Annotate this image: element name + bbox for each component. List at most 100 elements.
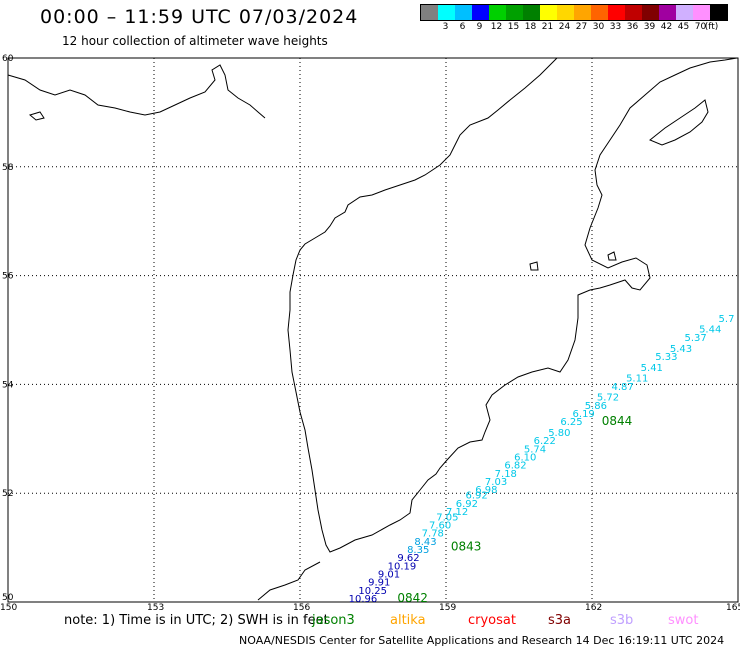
wave-height-value: 5.86 bbox=[585, 401, 607, 412]
wave-height-value: 10.25 bbox=[358, 586, 387, 597]
wave-height-value: 5.7 bbox=[719, 314, 735, 325]
wave-height-value: 7.78 bbox=[422, 529, 444, 540]
pass-time-label: 0844 bbox=[602, 414, 633, 428]
lat-tick-label: 60 bbox=[2, 54, 14, 64]
wave-height-value: 9.91 bbox=[368, 578, 390, 589]
wave-height-value: 5.11 bbox=[626, 374, 648, 385]
footer-credit: NOAA/NESDIS Center for Satellite Applica… bbox=[239, 634, 725, 647]
small-island bbox=[607, 251, 617, 261]
wave-height-value: 7.05 bbox=[436, 512, 458, 523]
wave-height-value: 6.92 bbox=[456, 499, 478, 510]
wave-height-value: 5.43 bbox=[670, 344, 692, 355]
wave-height-value: 5.74 bbox=[524, 444, 546, 455]
pass-time-label: 0843 bbox=[451, 539, 482, 553]
wave-height-value: 7.18 bbox=[495, 469, 517, 480]
koryak-peninsula bbox=[649, 99, 709, 146]
legend-label: 12 bbox=[490, 22, 503, 32]
map-frame bbox=[7, 57, 739, 603]
legend-swatch bbox=[659, 5, 676, 20]
legend-unit: (ft) bbox=[704, 22, 719, 32]
legend-color-bar bbox=[420, 4, 728, 21]
legend-label: 27 bbox=[575, 22, 588, 32]
legend-swatch bbox=[523, 5, 540, 20]
legend-swatch bbox=[540, 5, 557, 20]
lon-tick-label: 165 bbox=[726, 603, 740, 613]
legend-label: 33 bbox=[609, 22, 622, 32]
lon-tick-label: 156 bbox=[293, 603, 310, 613]
legend-swatch bbox=[642, 5, 659, 20]
legend-swatch bbox=[438, 5, 455, 20]
island bbox=[28, 111, 45, 121]
lat-tick-label: 56 bbox=[2, 272, 14, 282]
wave-height-value: 6.92 bbox=[465, 491, 487, 502]
satellite-name: altika bbox=[390, 613, 426, 628]
wave-height-value: 10.19 bbox=[388, 561, 417, 572]
legend-label: 3 bbox=[442, 22, 449, 32]
legend-label: 30 bbox=[592, 22, 605, 32]
wave-height-value: 5.41 bbox=[641, 363, 663, 374]
wave-height-value: 7.60 bbox=[429, 521, 451, 532]
legend-swatch bbox=[557, 5, 574, 20]
legend-swatch bbox=[710, 5, 727, 20]
observations: 10.9610.259.919.0110.199.628.358.437.787… bbox=[349, 314, 735, 605]
satellite-name: cryosat bbox=[468, 613, 516, 628]
satellite-name: s3a bbox=[548, 613, 572, 628]
legend-swatch bbox=[625, 5, 642, 20]
lon-tick-label: 150 bbox=[0, 603, 17, 613]
wave-height-value: 9.01 bbox=[378, 570, 400, 581]
legend-label: 15 bbox=[507, 22, 520, 32]
lat-lon-grid bbox=[7, 57, 739, 603]
legend-label: 39 bbox=[643, 22, 656, 32]
wave-height-value: 6.10 bbox=[514, 453, 536, 464]
small-island bbox=[529, 261, 539, 271]
wave-height-value: 6.22 bbox=[534, 436, 556, 447]
wave-height-value: 4.87 bbox=[611, 382, 633, 393]
wave-height-value: 5.44 bbox=[699, 325, 721, 336]
legend-label: 6 bbox=[459, 22, 466, 32]
map-subtitle: 12 hour collection of altimeter wave hei… bbox=[62, 34, 328, 48]
wave-height-value: 6.19 bbox=[573, 409, 595, 420]
satellite-name: s3b bbox=[610, 613, 634, 628]
legend-swatch bbox=[455, 5, 472, 20]
legend-swatch bbox=[489, 5, 506, 20]
legend-swatch bbox=[608, 5, 625, 20]
wave-height-value: 7.03 bbox=[485, 477, 507, 488]
legend-label: 18 bbox=[524, 22, 537, 32]
pass-time-label: 0842 bbox=[397, 591, 428, 605]
coastline bbox=[7, 57, 738, 601]
lon-tick-label: 153 bbox=[147, 603, 164, 613]
wave-height-value: 5.33 bbox=[655, 352, 677, 363]
legend-swatch bbox=[693, 5, 710, 20]
wave-height-value: 6.82 bbox=[504, 461, 526, 472]
wave-height-map: 10.9610.259.919.0110.199.628.358.437.787… bbox=[0, 54, 740, 613]
legend-swatch bbox=[591, 5, 608, 20]
wave-height-value: 9.62 bbox=[397, 553, 419, 564]
legend-swatch bbox=[421, 5, 438, 20]
lon-tick-label: 159 bbox=[439, 603, 456, 613]
wave-height-value: 6.98 bbox=[475, 485, 497, 496]
legend-label: 45 bbox=[677, 22, 690, 32]
legend-label: 70 bbox=[694, 22, 707, 32]
wave-height-value: 8.35 bbox=[407, 545, 429, 556]
legend-swatch bbox=[574, 5, 591, 20]
lon-tick-label: 162 bbox=[585, 603, 602, 613]
legend-labels: 3 6 9 12 15 18 21 24 27 30 33 36 39 42 45 70 (ft) bbox=[420, 22, 728, 32]
wave-height-value: 8.43 bbox=[414, 537, 436, 548]
satellite-name: swot bbox=[668, 613, 699, 628]
legend-swatch bbox=[472, 5, 489, 20]
okhotsk-north-coast bbox=[7, 64, 266, 119]
lat-tick-label: 52 bbox=[2, 489, 13, 499]
legend-label: 9 bbox=[476, 22, 483, 32]
lat-tick-label: 54 bbox=[2, 380, 14, 390]
wave-height-value: 5.37 bbox=[684, 333, 706, 344]
legend-swatch bbox=[676, 5, 693, 20]
legend-label: 21 bbox=[541, 22, 554, 32]
wave-height-value: 7.12 bbox=[446, 507, 468, 518]
legend-swatch bbox=[506, 5, 523, 20]
wave-height-value: 10.96 bbox=[349, 594, 378, 605]
wave-height-value: 6.25 bbox=[560, 417, 582, 428]
wave-height-legend: 3 6 9 12 15 18 21 24 27 30 33 36 39 42 45 70 (ft) bbox=[420, 4, 728, 32]
legend-label: 36 bbox=[626, 22, 639, 32]
lat-tick-label: 50 bbox=[2, 593, 14, 603]
